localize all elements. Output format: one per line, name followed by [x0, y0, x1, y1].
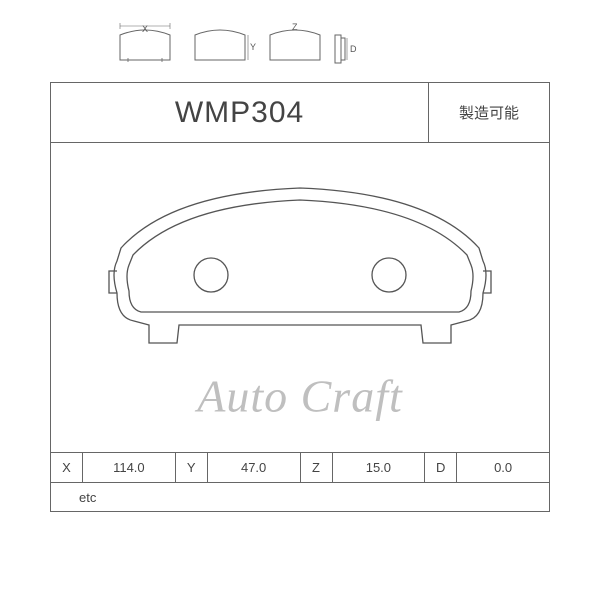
manufacture-status: 製造可能	[429, 83, 549, 142]
dim-z-label: Z	[301, 453, 333, 482]
dim-y-label: Y	[176, 453, 208, 482]
svg-text:X: X	[142, 24, 148, 34]
etc-label: etc	[79, 490, 96, 505]
dim-d-value: 0.0	[457, 453, 549, 482]
brake-pad-drawing: Auto Craft	[51, 143, 549, 453]
svg-text:Y: Y	[250, 42, 256, 52]
dim-y-value: 47.0	[208, 453, 301, 482]
dim-z-value: 15.0	[333, 453, 426, 482]
dim-x-label: X	[51, 453, 83, 482]
dim-x-value: 114.0	[83, 453, 176, 482]
svg-text:D: D	[350, 44, 357, 54]
dimensions-row: X 114.0 Y 47.0 Z 15.0 D 0.0	[51, 453, 549, 483]
spec-frame: WMP304 製造可能 Auto Craft X 114.0 Y 47.0 Z	[50, 82, 550, 512]
dimension-legend-icons: X Y Z D	[110, 20, 370, 70]
etc-row: etc	[51, 483, 549, 511]
part-number: WMP304	[51, 83, 429, 142]
dim-d-label: D	[425, 453, 457, 482]
svg-text:Z: Z	[292, 22, 298, 32]
header-row: WMP304 製造可能	[51, 83, 549, 143]
